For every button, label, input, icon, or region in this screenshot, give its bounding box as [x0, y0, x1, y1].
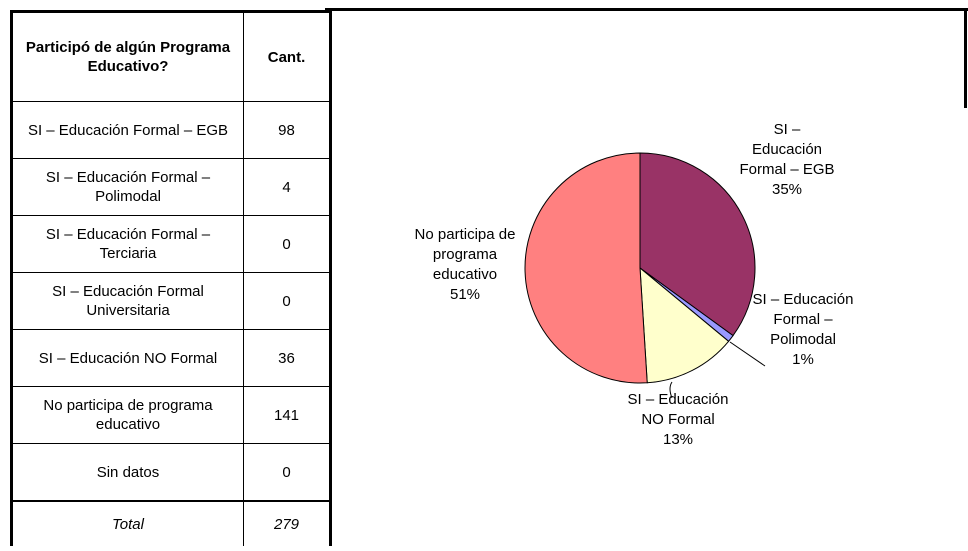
label-cell: Total: [10, 500, 244, 546]
slice-percent: 51%: [449, 286, 481, 303]
count-cell: 98: [243, 101, 332, 159]
table-row: SI – Educación NO Formal 36: [10, 329, 332, 387]
data-table: Participó de algún Programa Educativo? Ca…: [10, 10, 332, 546]
slice-label: SI – Educación NO Formal 13%: [618, 390, 738, 450]
label-cell: No participa de programa educativo: [10, 386, 244, 444]
slice-name: No participa de programa educativo: [414, 226, 516, 283]
label-cell: SI – Educación Formal – Terciaria: [10, 215, 244, 273]
table-row: SI – Educación Formal – Polimodal 4: [10, 158, 332, 216]
table-row: Total 279: [10, 500, 332, 546]
slice-label: No participa de programa educativo 51%: [405, 225, 525, 305]
count-cell: 0: [243, 443, 332, 502]
slice-name: SI – Educación Formal – Polimodal: [752, 291, 854, 348]
pie-slice: [639, 266, 730, 384]
label-cell: Participó de algún Programa Educativo?: [10, 10, 244, 102]
count-cell: 4: [243, 158, 332, 216]
slice-label: SI – Educación Formal – EGB 35%: [737, 120, 837, 200]
table-row: Sin datos 0: [10, 443, 332, 502]
count-cell: Cant.: [243, 10, 332, 102]
leader-line: [729, 341, 766, 367]
table-row: No participa de programa educativo 141: [10, 386, 332, 444]
slice-percent: 1%: [792, 351, 814, 368]
leader-line: [669, 381, 673, 399]
label-cell: Sin datos: [10, 443, 244, 502]
pie-slice: [639, 152, 756, 337]
slice-percent: 13%: [662, 431, 694, 448]
slice-name: SI – Educación NO Formal: [627, 391, 729, 428]
right-border: [964, 8, 967, 108]
count-cell: 141: [243, 386, 332, 444]
count-cell: 0: [243, 215, 332, 273]
count-cell: 279: [243, 500, 332, 546]
pie-slice: [524, 152, 648, 384]
table-row: Participó de algún Programa Educativo? Ca…: [10, 10, 332, 102]
label-cell: SI – Educación Formal Universitaria: [10, 272, 244, 330]
slice-label: SI – Educación Formal – Polimodal 1%: [743, 290, 863, 370]
label-cell: SI – Educación Formal – Polimodal: [10, 158, 244, 216]
slice-percent: 35%: [771, 181, 803, 198]
top-border: [325, 8, 968, 11]
table-row: SI – Educación Formal – EGB 98: [10, 101, 332, 159]
table-row: SI – Educación Formal – Terciaria 0: [10, 215, 332, 273]
label-cell: SI – Educación Formal – EGB: [10, 101, 244, 159]
slice-name: SI – Educación Formal – EGB: [739, 121, 835, 178]
table-row: SI – Educación Formal Universitaria 0: [10, 272, 332, 330]
